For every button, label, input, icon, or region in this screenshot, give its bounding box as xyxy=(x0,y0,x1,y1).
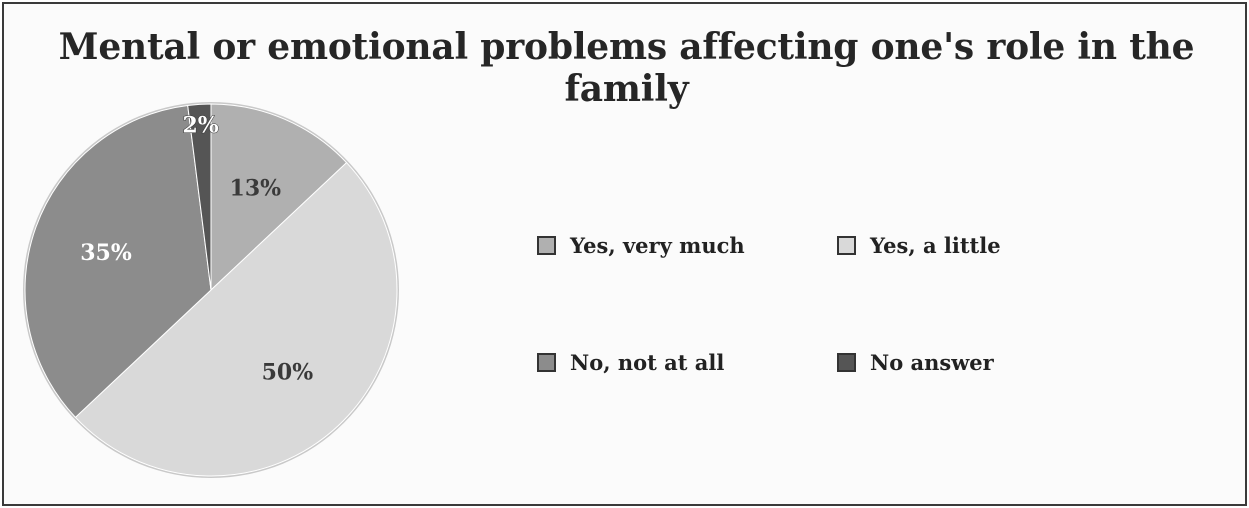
legend-item-no-not-at-all: No, not at all xyxy=(537,350,724,375)
chart-title: Mental or emotional problems affecting o… xyxy=(58,26,1195,110)
data-label: 50% xyxy=(262,359,314,385)
legend-label: Yes, very much xyxy=(570,233,745,258)
data-label: 2% xyxy=(182,112,218,138)
pie-slice-no-answer xyxy=(187,103,212,291)
legend-label: No, not at all xyxy=(570,350,725,375)
data-label: 13% xyxy=(230,176,282,202)
legend-item-yes-very-much: Yes, very much xyxy=(537,233,745,258)
pie-slice-no-not-at-all xyxy=(24,104,212,419)
legend-swatch xyxy=(537,236,556,255)
legend-label: Yes, a little xyxy=(870,233,1001,258)
legend-item-yes-a-little: Yes, a little xyxy=(837,233,1001,258)
legend-swatch xyxy=(837,236,856,255)
pie-slice-yes-very-much xyxy=(210,103,348,292)
legend-item-no-answer: No answer xyxy=(837,350,994,375)
legend-label: No answer xyxy=(870,350,994,375)
pie-slice-yes-a-little xyxy=(74,161,398,477)
legend-swatch xyxy=(537,353,556,372)
legend-swatch xyxy=(837,353,856,372)
pie-chart: 13% 50% 35% 2% xyxy=(23,102,399,478)
data-label: 35% xyxy=(80,240,132,266)
